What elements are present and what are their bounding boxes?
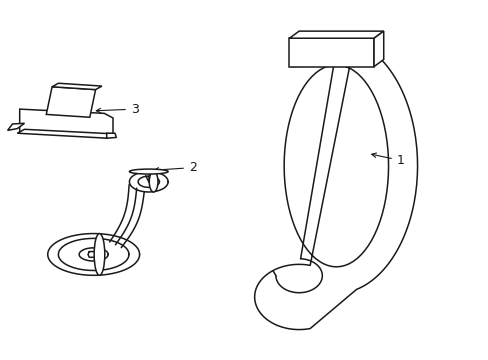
Polygon shape bbox=[289, 38, 373, 67]
Text: 3: 3 bbox=[96, 103, 139, 116]
Polygon shape bbox=[106, 133, 116, 138]
Text: 2: 2 bbox=[154, 161, 196, 174]
Polygon shape bbox=[52, 83, 102, 90]
Ellipse shape bbox=[94, 234, 104, 275]
Text: 1: 1 bbox=[371, 153, 404, 167]
Polygon shape bbox=[289, 31, 383, 38]
Polygon shape bbox=[17, 129, 115, 138]
Polygon shape bbox=[20, 109, 113, 138]
Polygon shape bbox=[373, 31, 383, 67]
Polygon shape bbox=[46, 87, 95, 117]
Ellipse shape bbox=[149, 172, 158, 192]
Polygon shape bbox=[8, 123, 24, 130]
Ellipse shape bbox=[129, 169, 168, 174]
